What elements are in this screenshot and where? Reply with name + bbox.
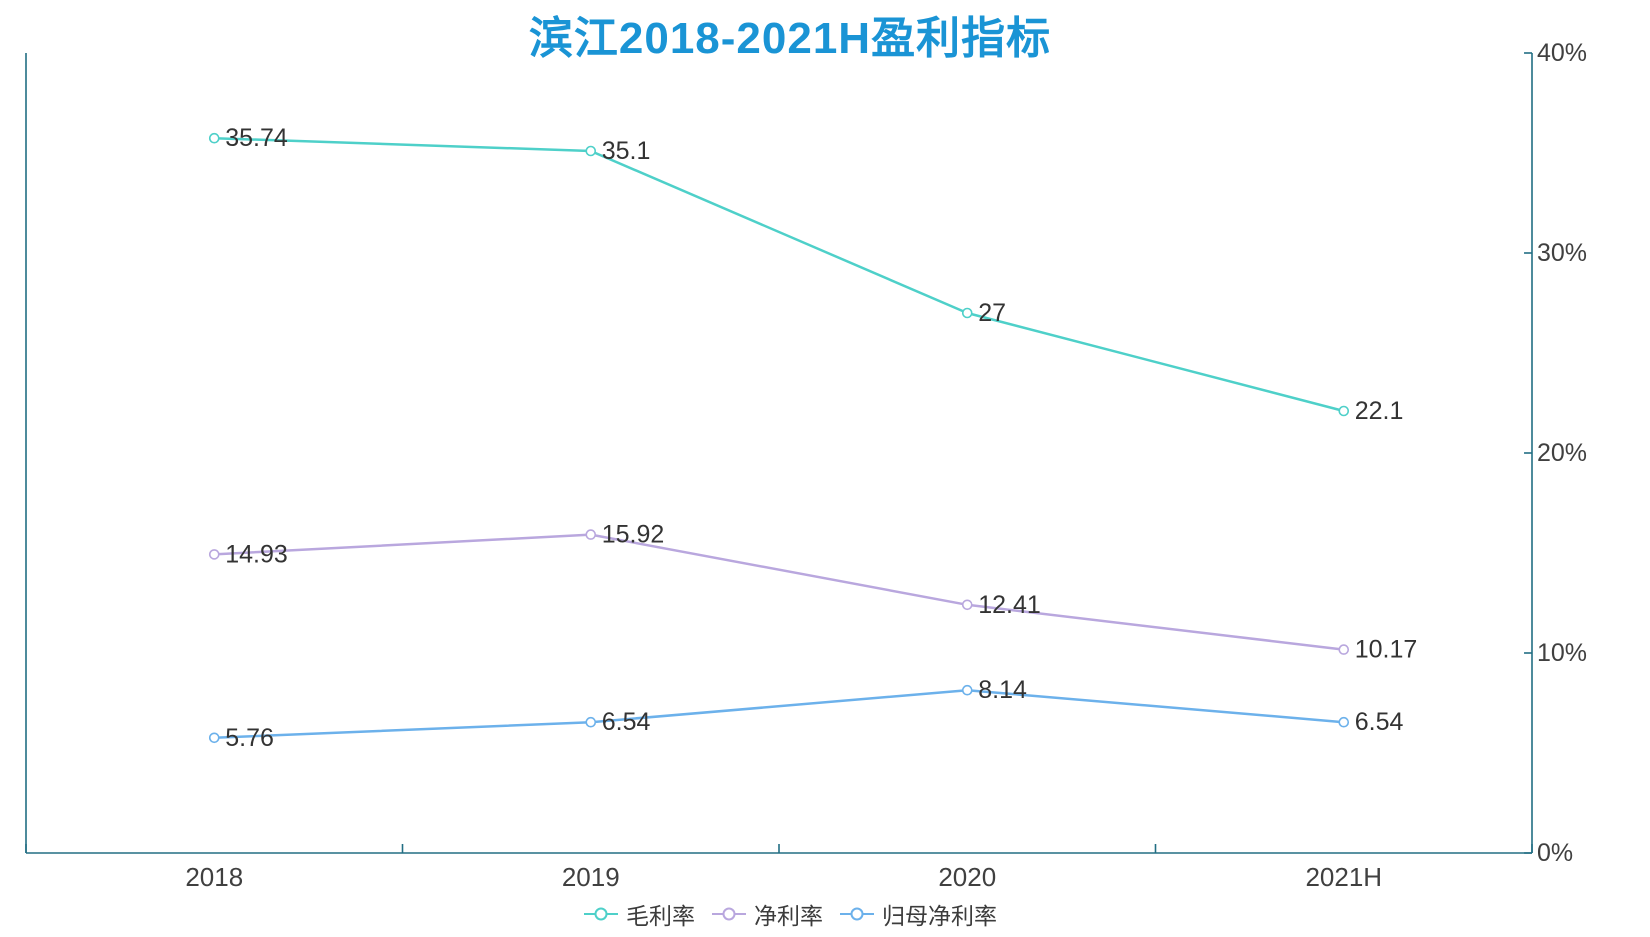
chart-title: 滨江2018-2021H盈利指标 (528, 14, 1052, 63)
data-point-净利率-2020[interactable] (961, 599, 973, 611)
data-point-毛利率-2018[interactable] (208, 132, 220, 144)
data-point-label: 8.14 (978, 676, 1027, 704)
data-point-毛利率-2021H[interactable] (1338, 405, 1350, 417)
line-circle-marker-icon (840, 907, 874, 921)
legend-item-label: 归母净利率 (882, 903, 997, 929)
y-axis-label: 30% (1537, 239, 1587, 267)
line-circle-marker-icon (584, 907, 618, 921)
data-point-label: 22.1 (1355, 397, 1404, 425)
data-point-label: 35.1 (602, 137, 651, 165)
data-point-label: 6.54 (1355, 708, 1404, 736)
data-point-label: 14.93 (225, 540, 288, 568)
data-point-label: 5.76 (225, 724, 274, 752)
y-axis-label: 20% (1537, 439, 1587, 467)
legend-item-label: 净利率 (754, 903, 823, 929)
y-axis-label: 40% (1537, 39, 1587, 67)
line-circle-marker-icon (712, 907, 746, 921)
data-point-归母净利率-2021H[interactable] (1338, 716, 1350, 728)
data-point-label: 10.17 (1355, 636, 1418, 664)
data-point-毛利率-2019[interactable] (585, 145, 597, 157)
x-axis-label: 2019 (562, 862, 620, 890)
data-point-净利率-2018[interactable] (208, 549, 220, 560)
data-point-label: 15.92 (602, 521, 665, 549)
data-point-归母净利率-2018[interactable] (208, 732, 220, 744)
legend-item-gross-margin[interactable]: 毛利率 (583, 897, 695, 931)
profit-line-chart-canvas: 2018 2019 2020 2021H 0% 10% 20% 30% 40% 35.74 35.1… (25, 39, 1587, 890)
data-point-毛利率-2020[interactable] (961, 307, 973, 319)
series-line-毛利率 (214, 136, 1345, 413)
data-point-label: 27 (978, 299, 1006, 327)
data-point-净利率-2021H[interactable] (1338, 644, 1350, 655)
data-point-label: 12.41 (978, 591, 1041, 619)
data-point-归母净利率-2019[interactable] (585, 716, 597, 728)
y-axis-label: 0% (1537, 839, 1573, 867)
legend-item-net-margin[interactable]: 净利率 (711, 897, 823, 931)
y-axis-label: 10% (1537, 639, 1587, 667)
x-axis-label: 2021H (1305, 862, 1382, 890)
data-point-label: 6.54 (602, 708, 651, 736)
series-line-归母净利率 (214, 688, 1344, 740)
series-line-净利率 (214, 533, 1344, 651)
x-axis-label: 2020 (938, 862, 996, 890)
legend-item-parent-net-margin[interactable]: 归母净利率 (839, 897, 997, 931)
data-point-label: 35.74 (225, 124, 288, 152)
chart-legend: 毛利率 净利率 归母净利率 (0, 894, 1580, 934)
x-axis-label: 2018 (185, 862, 243, 890)
legend-item-label: 毛利率 (626, 903, 695, 929)
data-point-归母净利率-2020[interactable] (961, 684, 973, 696)
data-point-净利率-2019[interactable] (585, 529, 597, 540)
